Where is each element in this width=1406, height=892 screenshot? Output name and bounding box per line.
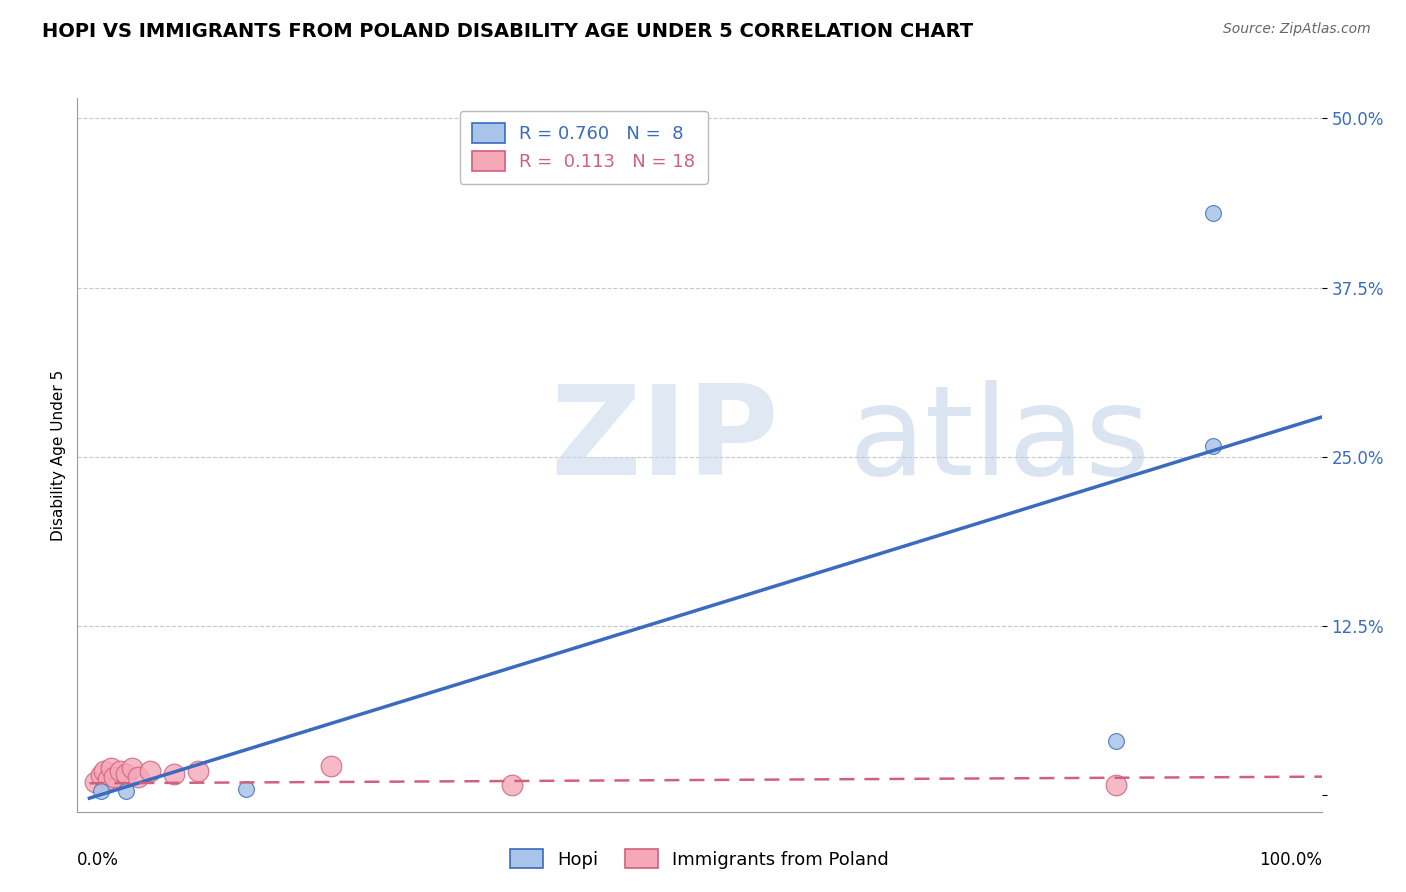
Point: [93, 764, 115, 778]
Point: [90, 784, 112, 798]
Point: [103, 770, 125, 784]
Point: [501, 778, 523, 792]
Point: [121, 761, 143, 775]
Point: [1202, 206, 1225, 220]
Point: [100, 761, 122, 775]
Text: atlas: atlas: [849, 380, 1152, 501]
Text: ZIP: ZIP: [550, 380, 779, 501]
Point: [108, 764, 131, 778]
Point: [1202, 439, 1225, 453]
Point: [127, 770, 149, 784]
Point: [114, 784, 136, 798]
Point: [90, 768, 112, 782]
Point: [139, 764, 162, 778]
Text: 0.0%: 0.0%: [77, 851, 120, 869]
Point: [235, 781, 257, 796]
Point: [187, 764, 209, 778]
Point: [1105, 778, 1128, 792]
Point: [96, 772, 118, 787]
Point: [114, 766, 136, 780]
Text: 100.0%: 100.0%: [1258, 851, 1322, 869]
Point: [84, 775, 107, 789]
Point: [163, 766, 186, 780]
Point: [319, 758, 342, 772]
Point: [1105, 734, 1128, 748]
Legend: Hopi, Immigrants from Poland: Hopi, Immigrants from Poland: [501, 839, 898, 878]
Text: Source: ZipAtlas.com: Source: ZipAtlas.com: [1223, 22, 1371, 37]
Y-axis label: Disability Age Under 5: Disability Age Under 5: [51, 369, 66, 541]
Text: HOPI VS IMMIGRANTS FROM POLAND DISABILITY AGE UNDER 5 CORRELATION CHART: HOPI VS IMMIGRANTS FROM POLAND DISABILIT…: [42, 22, 973, 41]
